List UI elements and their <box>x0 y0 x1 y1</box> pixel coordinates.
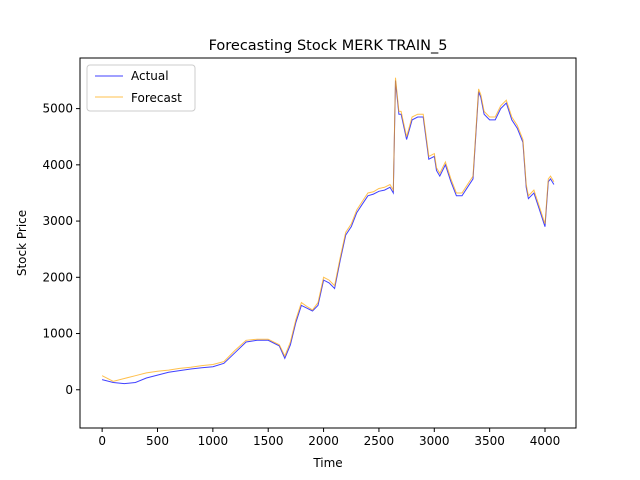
axes-layer <box>79 57 577 429</box>
y-ticks: 0 1000 2000 3000 4000 5000 <box>42 102 80 397</box>
x-tick-label: 4000 <box>530 434 561 448</box>
plot-area <box>80 58 576 428</box>
x-tick-label: 0 <box>98 434 106 448</box>
x-tick-label: 3000 <box>419 434 450 448</box>
series-line-actual <box>101 80 555 385</box>
series-line-forecast <box>101 77 555 382</box>
x-tick-label: 500 <box>146 434 169 448</box>
y-axis-label: Stock Price <box>15 210 29 276</box>
y-tick-label: 5000 <box>42 102 73 116</box>
x-ticks: 0 500 1000 1500 2000 2500 3000 3500 4000 <box>98 428 560 448</box>
x-tick-label: 3500 <box>474 434 505 448</box>
x-tick-label: 2500 <box>364 434 395 448</box>
legend-label-actual: Actual <box>131 69 169 83</box>
x-tick-label: 1000 <box>198 434 229 448</box>
y-tick-label: 2000 <box>42 270 73 284</box>
y-tick-label: 1000 <box>42 327 73 341</box>
plot-frame <box>79 57 577 429</box>
x-tick-label: 1500 <box>253 434 284 448</box>
chart-title: Forecasting Stock MERK TRAIN_5 <box>209 38 448 54</box>
x-tick-label: 2000 <box>308 434 339 448</box>
x-axis-label: Time <box>312 456 342 470</box>
y-tick-label: 0 <box>65 383 73 397</box>
y-tick-label: 4000 <box>42 158 73 172</box>
series-layer <box>101 77 555 385</box>
y-tick-label: 3000 <box>42 214 73 228</box>
legend: Actual Forecast <box>86 64 196 112</box>
legend-label-forecast: Forecast <box>131 91 182 105</box>
